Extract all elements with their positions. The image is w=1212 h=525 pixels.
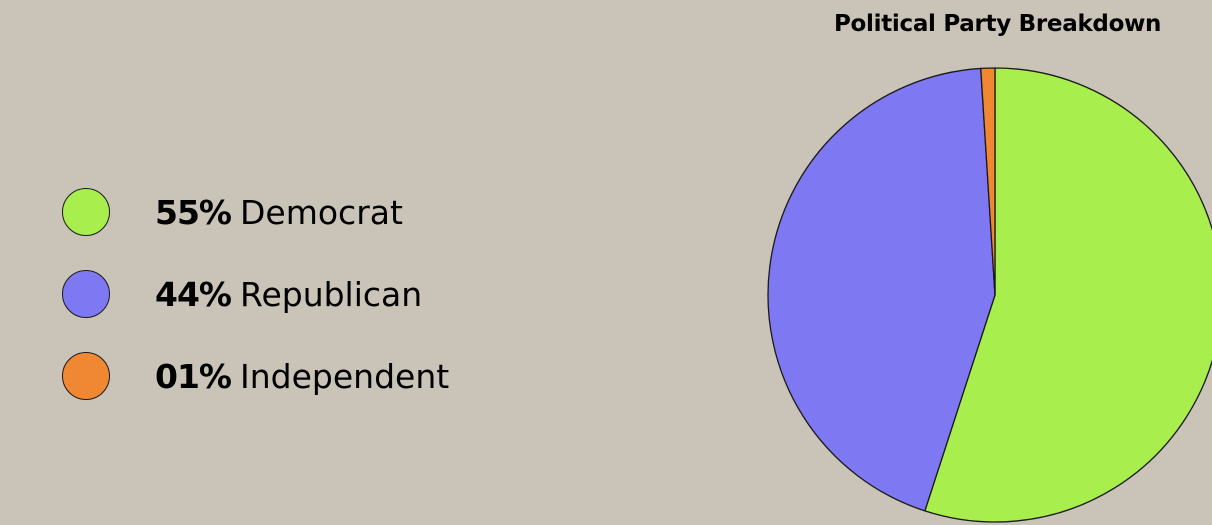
chart-legend: 55% Democrat 44% Republican 01% Independent bbox=[62, 186, 449, 432]
legend-percent-republican: 44% bbox=[155, 274, 232, 314]
pie-slice-republican bbox=[767, 67, 996, 512]
legend-label-republican: Republican bbox=[240, 274, 423, 314]
legend-swatch-independent bbox=[62, 352, 110, 400]
legend-label-democrat: Democrat bbox=[240, 192, 403, 232]
pie-slice-independent bbox=[980, 67, 996, 296]
legend-item-independent: 01% Independent bbox=[62, 350, 449, 402]
pie-slice-democrat bbox=[924, 67, 1212, 523]
legend-item-republican: 44% Republican bbox=[62, 268, 449, 320]
legend-item-democrat: 55% Democrat bbox=[62, 186, 449, 238]
chart-title: Political Party Breakdown bbox=[834, 11, 1162, 37]
legend-swatch-republican bbox=[62, 270, 110, 318]
legend-percent-democrat: 55% bbox=[155, 192, 232, 232]
legend-swatch-democrat bbox=[62, 188, 110, 236]
legend-percent-independent: 01% bbox=[155, 356, 232, 396]
legend-label-independent: Independent bbox=[240, 356, 450, 396]
